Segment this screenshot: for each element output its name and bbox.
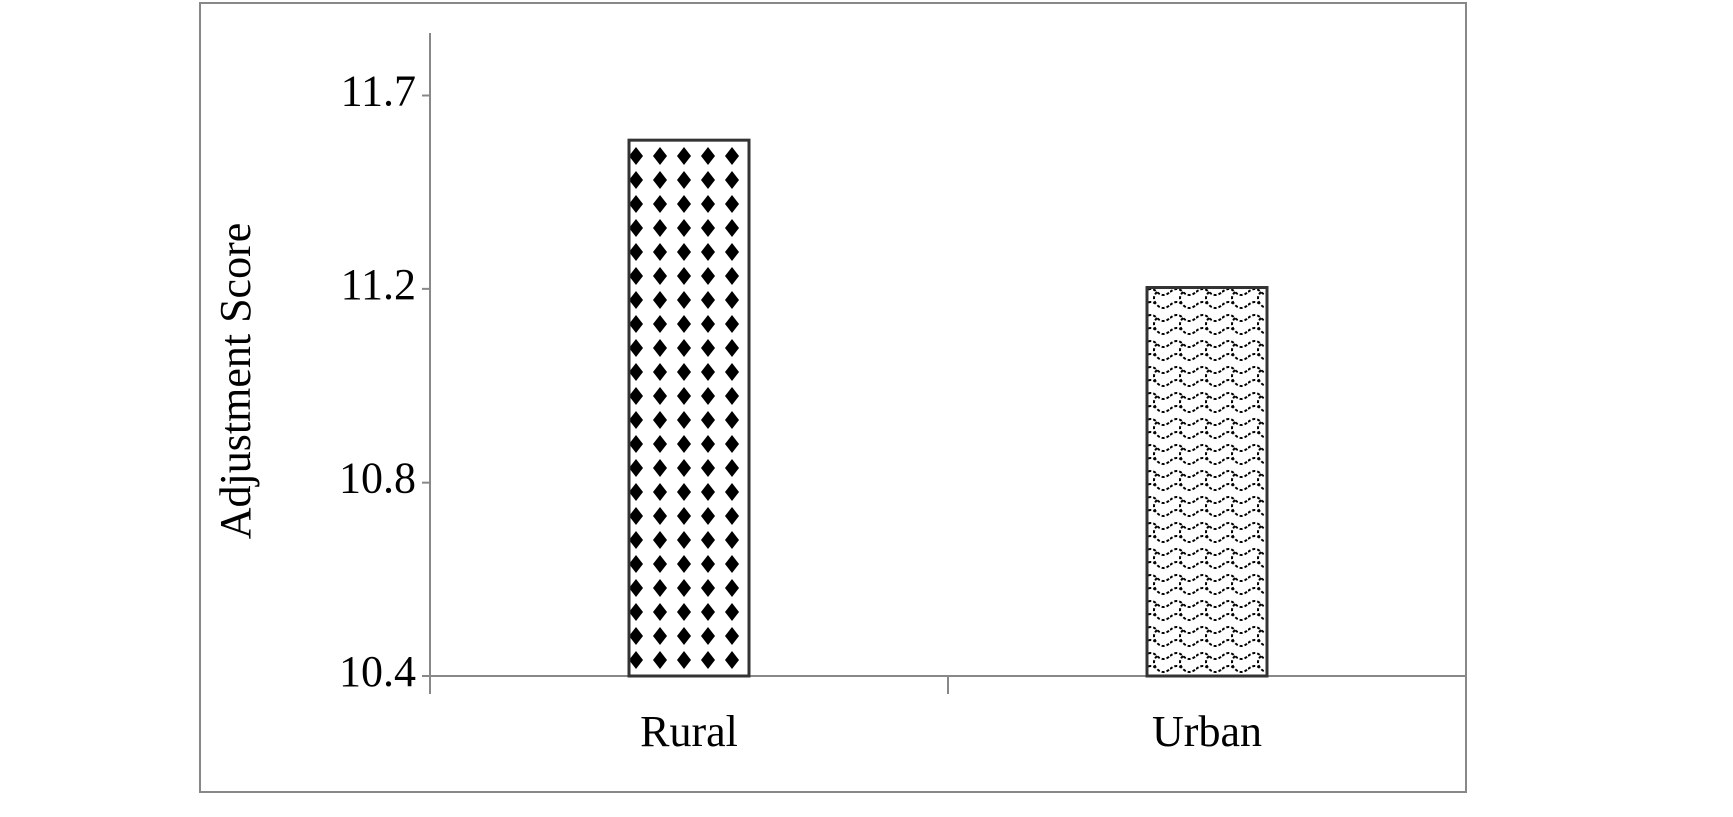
x-tick-label: Rural bbox=[640, 707, 738, 756]
x-tick-label: Urban bbox=[1152, 707, 1262, 756]
bar bbox=[627, 138, 751, 678]
y-tick-label: 10.8 bbox=[339, 454, 416, 503]
bar bbox=[1145, 286, 1269, 678]
y-tick-label: 11.7 bbox=[341, 67, 416, 116]
y-axis-label: Adjustment Score bbox=[211, 223, 260, 540]
y-tick-label: 11.2 bbox=[341, 260, 416, 309]
y-tick-label: 10.4 bbox=[339, 647, 416, 696]
chart-frame bbox=[199, 2, 1467, 793]
